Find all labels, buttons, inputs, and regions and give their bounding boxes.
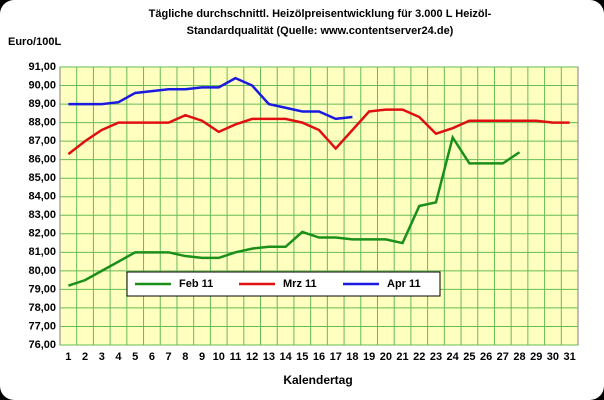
- chart-title: Standardqualität (Quelle: www.contentser…: [187, 25, 454, 37]
- legend-label: Mrz 11: [283, 278, 317, 290]
- x-tick-label: 26: [480, 351, 492, 363]
- x-axis-label: Kalendertag: [283, 373, 352, 387]
- x-tick-label: 20: [380, 351, 392, 363]
- y-tick-label: 81,00: [28, 246, 56, 258]
- x-tick-label: 6: [149, 351, 155, 363]
- legend-box: [126, 271, 441, 297]
- chart-title: Tägliche durchschnittl. Heizölpreisentwi…: [149, 8, 492, 20]
- x-tick-label: 1: [65, 351, 71, 363]
- x-tick-label: 30: [547, 351, 559, 363]
- y-tick-label: 78,00: [28, 302, 56, 314]
- x-tick-label: 21: [396, 351, 408, 363]
- x-tick-label: 8: [182, 351, 188, 363]
- y-tick-label: 85,00: [28, 172, 56, 184]
- y-axis-label: Euro/100L: [8, 36, 61, 48]
- x-tick-label: 31: [564, 351, 576, 363]
- x-tick-label: 4: [115, 351, 122, 363]
- x-tick-label: 27: [497, 351, 509, 363]
- y-tick-label: 91,00: [28, 61, 56, 73]
- x-tick-label: 17: [330, 351, 342, 363]
- x-tick-label: 25: [463, 351, 475, 363]
- x-tick-label: 13: [263, 351, 275, 363]
- y-tick-label: 88,00: [28, 117, 56, 129]
- x-tick-label: 22: [413, 351, 425, 363]
- legend-label: Feb 11: [179, 278, 213, 290]
- x-tick-label: 14: [279, 351, 292, 363]
- x-tick-label: 5: [132, 351, 138, 363]
- x-tick-label: 29: [530, 351, 542, 363]
- plot-area: [59, 66, 579, 346]
- y-tick-label: 83,00: [28, 209, 56, 221]
- y-tick-label: 84,00: [28, 191, 56, 203]
- y-tick-label: 82,00: [28, 228, 56, 240]
- series-line: [67, 108, 570, 156]
- x-tick-label: 28: [513, 351, 525, 363]
- x-tick-label: 12: [246, 351, 258, 363]
- x-tick-label: 16: [313, 351, 325, 363]
- y-tick-label: 89,00: [28, 98, 56, 110]
- x-tick-label: 10: [213, 351, 225, 363]
- x-tick-label: 24: [447, 351, 460, 363]
- series-line: [68, 76, 353, 121]
- y-tick-label: 76,00: [28, 339, 56, 351]
- x-tick-label: 2: [82, 351, 88, 363]
- legend-label: Apr 11: [387, 278, 421, 290]
- y-tick-label: 87,00: [28, 135, 56, 147]
- x-tick-label: 18: [346, 351, 358, 363]
- y-tick-label: 90,00: [28, 79, 56, 91]
- x-tick-label: 15: [296, 351, 308, 363]
- x-tick-label: 9: [199, 351, 205, 363]
- y-tick-label: 80,00: [28, 265, 56, 277]
- y-tick-label: 77,00: [28, 320, 56, 332]
- x-tick-label: 3: [99, 351, 105, 363]
- x-tick-label: 7: [166, 351, 172, 363]
- x-tick-label: 23: [430, 351, 442, 363]
- y-tick-label: 79,00: [28, 283, 56, 295]
- y-tick-label: 86,00: [28, 154, 56, 166]
- x-tick-label: 19: [363, 351, 375, 363]
- series-line: [67, 134, 521, 287]
- x-tick-label: 11: [230, 351, 242, 363]
